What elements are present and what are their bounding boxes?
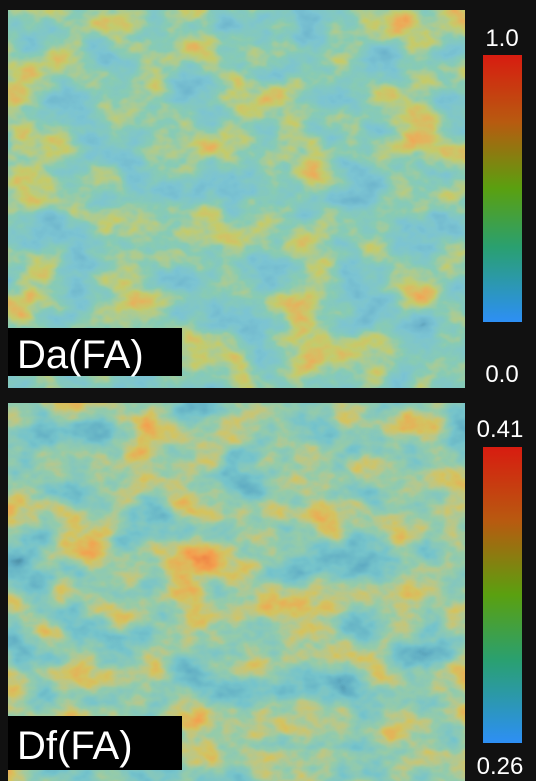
colorbar-min: 0.26 bbox=[477, 753, 524, 780]
colorbar-max: 0.41 bbox=[477, 416, 524, 443]
figure: Da(FA) 1.0 0.0 Df(FA) 0.41 0.26 bbox=[0, 0, 536, 781]
panel-label: Da(FA) bbox=[17, 333, 144, 377]
colorbar-max: 1.0 bbox=[485, 25, 518, 52]
colorbar bbox=[483, 55, 522, 322]
colorbar-min: 0.0 bbox=[485, 361, 518, 388]
colorbar bbox=[483, 447, 522, 743]
panel-label: Df(FA) bbox=[17, 724, 133, 768]
